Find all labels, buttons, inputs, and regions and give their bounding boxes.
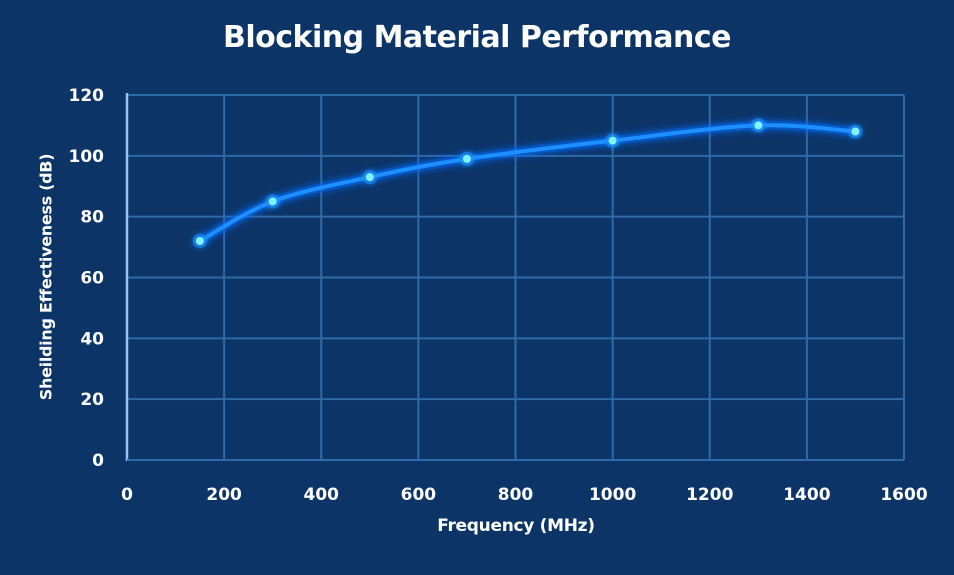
- y-tick-label: 100: [69, 147, 105, 167]
- y-axis-label: Sheilding Effectiveness (dB): [36, 153, 56, 401]
- x-tick-label: 800: [498, 485, 534, 505]
- y-tick-label: 0: [92, 451, 104, 471]
- data-point-marker: [851, 127, 860, 136]
- x-axis-label: Frequency (MHz): [437, 516, 595, 536]
- x-tick-label: 0: [121, 485, 133, 505]
- y-tick-label: 20: [80, 390, 104, 410]
- series-line: [197, 123, 858, 243]
- x-tick-label: 1600: [880, 485, 927, 505]
- x-tick-label: 1400: [783, 485, 830, 505]
- y-tick-label: 60: [80, 269, 104, 289]
- axes: [125, 93, 904, 461]
- x-tick-label: 1000: [589, 485, 636, 505]
- x-tick-label: 1200: [686, 485, 733, 505]
- data-series: [192, 118, 863, 248]
- x-tick-label: 400: [304, 485, 340, 505]
- data-point-marker: [754, 121, 763, 130]
- chart-title: Blocking Material Performance: [223, 20, 731, 55]
- y-axis-ticks: 0 20 40 60 80 100 120: [69, 86, 105, 471]
- line-glow: [197, 120, 856, 245]
- y-tick-label: 120: [69, 86, 105, 106]
- x-axis-ticks: 0 200 400 600 800 1000 1200 1400 1600: [121, 485, 928, 505]
- data-point-marker: [608, 136, 617, 145]
- data-point-marker: [195, 237, 204, 245]
- y-tick-label: 80: [80, 208, 104, 228]
- data-point-marker: [365, 173, 374, 182]
- x-tick-label: 200: [206, 485, 242, 505]
- data-point-marker: [268, 197, 277, 206]
- data-point-marker: [462, 154, 471, 163]
- y-tick-label: 40: [80, 329, 104, 349]
- grid-lines: [127, 94, 905, 460]
- x-tick-label: 600: [401, 485, 437, 505]
